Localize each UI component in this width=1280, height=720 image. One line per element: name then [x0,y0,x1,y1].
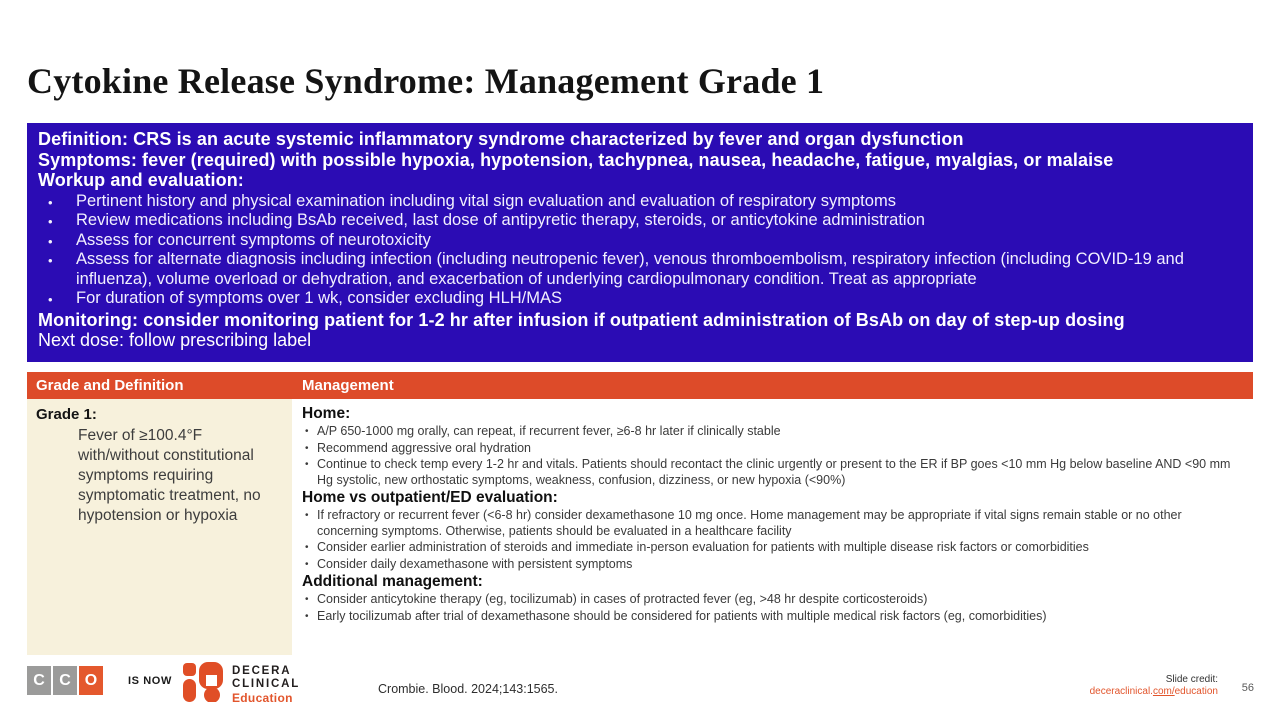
next-dose-line: Next dose: follow prescribing label [38,330,312,350]
grade-label: Grade 1: [36,406,97,423]
workup-bullet-list: Pertinent history and physical examinati… [38,192,1242,309]
list-item: Continue to check temp every 1-2 hr and … [302,457,1241,488]
cco-letter-block: C [53,666,77,695]
section-heading-additional-management: Additional management: [302,573,483,590]
table-body: Grade 1: Fever of ≥100.4°F with/without … [27,399,1253,655]
is-now-label: IS NOW [128,675,172,687]
list-item: If refractory or recurrent fever (<6-8 h… [302,508,1241,539]
workup-heading: Workup and evaluation: [38,170,244,190]
list-item: Pertinent history and physical examinati… [38,192,1242,212]
list-item: Consider daily dexamethasone with persis… [302,557,1241,573]
decera-clinical-logo: DECERA CLINICAL Education [183,662,300,707]
list-item: A/P 650-1000 mg orally, can repeat, if r… [302,424,1241,440]
page-number: 56 [1241,682,1254,694]
page-title: Cytokine Release Syndrome: Management Gr… [27,61,825,101]
list-item: Assess for concurrent symptoms of neurot… [38,231,1242,251]
decera-logo-text: DECERA CLINICAL Education [232,665,300,705]
slide-credit-link[interactable]: deceraclinical.com/education [1090,686,1218,698]
table-header-row: Grade and Definition Management [27,372,1253,399]
column-header-grade: Grade and Definition [36,377,184,394]
decera-logo-icon [183,662,223,707]
decera-word: DECERA [232,664,292,677]
cco-letter-block: O [79,666,103,695]
cco-logo: C C O [27,666,103,695]
list-item: Consider anticytokine therapy (eg, tocil… [302,592,1241,608]
education-word: Education [232,690,293,705]
definition-line: Definition: CRS is an acute systemic inf… [38,129,964,149]
link-text[interactable]: education [1174,686,1218,697]
slide-credit-label: Slide credit: [1165,674,1218,685]
info-box: Definition: CRS is an acute systemic inf… [27,123,1253,362]
reference-citation: Crombie. Blood. 2024;143:1565. [378,682,558,696]
link-text[interactable]: deceraclinical. [1089,686,1153,697]
section-heading-home: Home: [302,405,351,422]
list-item: Consider earlier administration of stero… [302,540,1241,556]
symptoms-line: Symptoms: fever (required) with possible… [38,149,1114,170]
list-item: Review medications including BsAb receiv… [38,211,1242,231]
cco-letter-block: C [27,666,51,695]
home-vs-outpatient-bullet-list: If refractory or recurrent fever (<6-8 h… [302,508,1241,572]
list-item: Assess for alternate diagnosis including… [38,250,1242,289]
management-cell: Home: A/P 650-1000 mg orally, can repeat… [292,399,1253,655]
list-item: For duration of symptoms over 1 wk, cons… [38,289,1242,309]
list-item: Early tocilizumab after trial of dexamet… [302,609,1241,625]
slide-credit: Slide credit: deceraclinical.com/educati… [1090,674,1218,698]
home-bullet-list: A/P 650-1000 mg orally, can repeat, if r… [302,424,1241,488]
column-header-management: Management [302,377,394,394]
clinical-word: CLINICAL [232,677,301,690]
additional-management-bullet-list: Consider anticytokine therapy (eg, tocil… [302,592,1241,624]
section-heading-home-vs-outpatient: Home vs outpatient/ED evaluation: [302,489,558,506]
grade-description: Fever of ≥100.4°F with/without constitut… [78,427,261,524]
link-text[interactable]: com/ [1152,686,1175,697]
list-item: Recommend aggressive oral hydration [302,441,1241,457]
monitoring-line: Monitoring: consider monitoring patient … [38,309,1125,330]
grade-definition-cell: Grade 1: Fever of ≥100.4°F with/without … [27,399,292,655]
